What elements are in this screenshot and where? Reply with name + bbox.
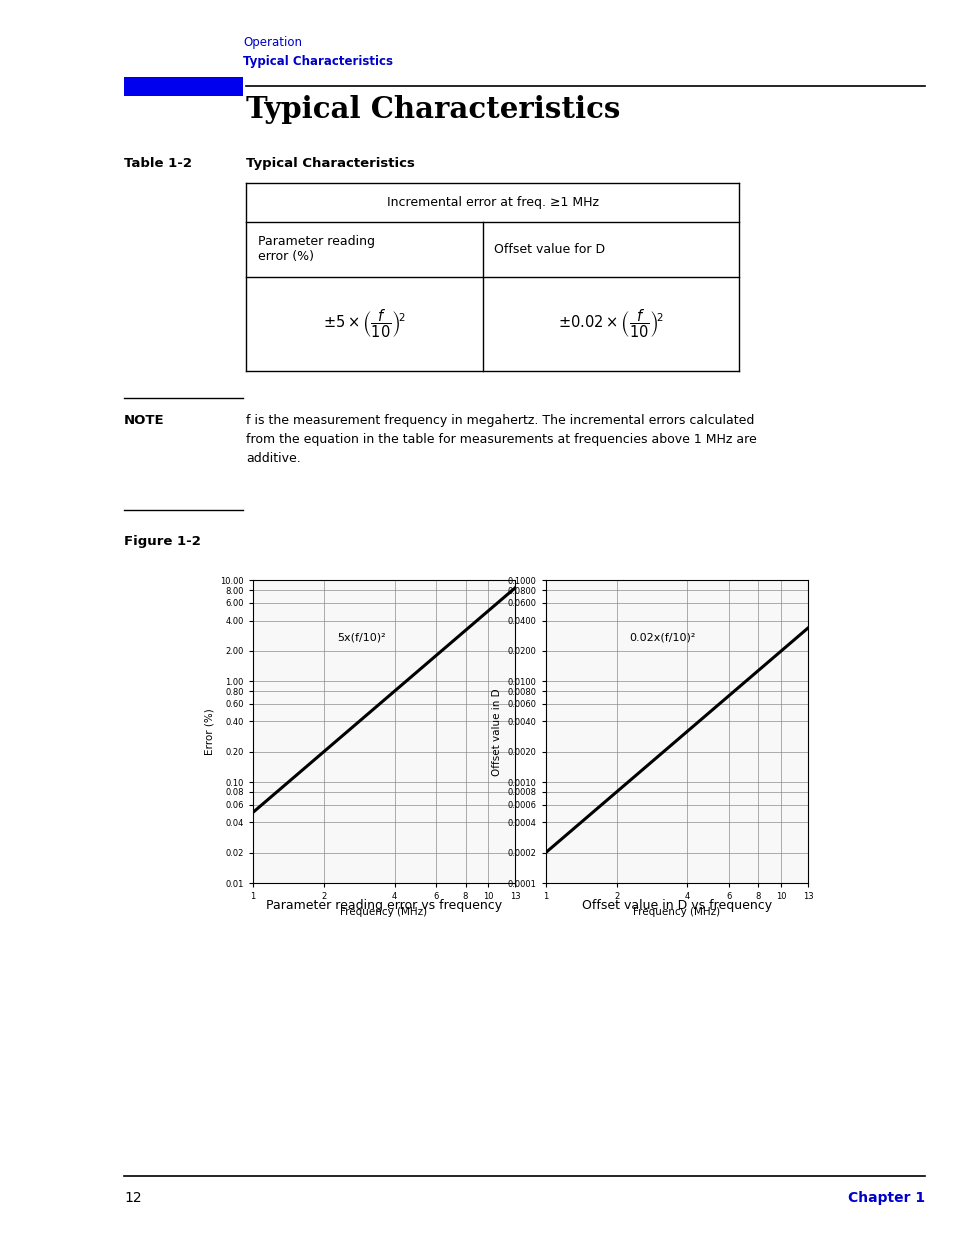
Text: NOTE: NOTE	[124, 414, 165, 427]
Text: Typical Characteristics: Typical Characteristics	[246, 157, 415, 170]
Text: 5x(f/10)²: 5x(f/10)²	[336, 634, 385, 643]
Text: 0.02x(f/10)²: 0.02x(f/10)²	[629, 634, 696, 643]
X-axis label: Frequency (MHz): Frequency (MHz)	[340, 906, 427, 916]
Text: $\pm 0.02 \times \left(\dfrac{f}{10}\right)^{\!2}$: $\pm 0.02 \times \left(\dfrac{f}{10}\rig…	[558, 308, 663, 340]
Y-axis label: Offset value in D: Offset value in D	[492, 688, 501, 776]
Text: Parameter reading
error (%): Parameter reading error (%)	[257, 236, 375, 263]
Text: Table 1-2: Table 1-2	[124, 157, 192, 170]
X-axis label: Frequency (MHz): Frequency (MHz)	[633, 906, 720, 916]
Text: Figure 1-2: Figure 1-2	[124, 535, 201, 548]
Text: Offset value in D vs frequency: Offset value in D vs frequency	[581, 899, 771, 913]
Text: Typical Characteristics: Typical Characteristics	[246, 95, 619, 124]
Text: Parameter reading error vs frequency: Parameter reading error vs frequency	[266, 899, 501, 913]
Text: f is the measurement frequency in megahertz. The incremental errors calculated
f: f is the measurement frequency in megahe…	[246, 414, 756, 464]
Text: Incremental error at freq. ≥1 MHz: Incremental error at freq. ≥1 MHz	[386, 196, 598, 209]
Text: 12: 12	[124, 1191, 141, 1204]
Text: Chapter 1: Chapter 1	[847, 1191, 924, 1204]
Text: Offset value for D: Offset value for D	[494, 243, 605, 256]
Y-axis label: Error (%): Error (%)	[204, 709, 214, 755]
Text: Operation: Operation	[243, 36, 302, 49]
Text: $\pm 5 \times \left(\dfrac{f}{10}\right)^{\!2}$: $\pm 5 \times \left(\dfrac{f}{10}\right)…	[323, 308, 406, 340]
Text: Typical Characteristics: Typical Characteristics	[243, 54, 393, 68]
